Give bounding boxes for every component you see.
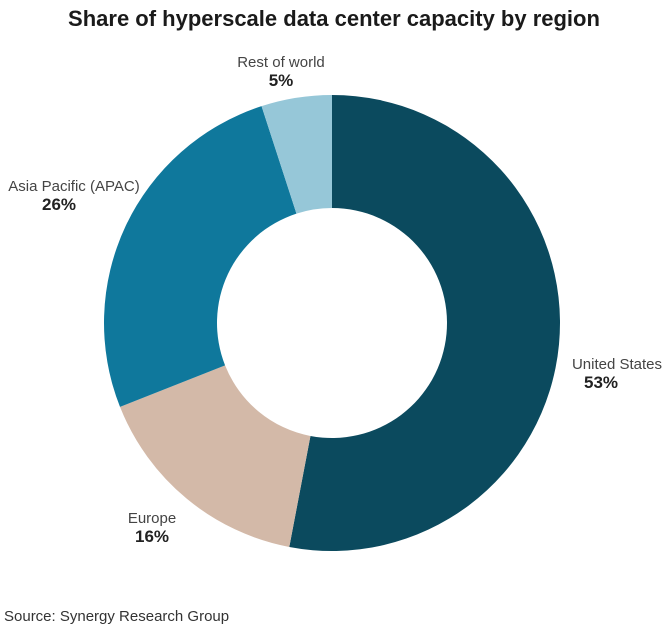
chart-title: Share of hyperscale data center capacity… (68, 6, 600, 31)
source-note: Source: Synergy Research Group (4, 608, 230, 625)
label-asia-pacific-value: 26% (42, 195, 77, 214)
label-rest-of-world-name: Rest of world (237, 54, 325, 71)
label-united-states-name: United States (571, 356, 662, 373)
label-rest-of-world-value: 5% (268, 71, 294, 90)
label-asia-pacific: Asia Pacific (APAC) 26% (4, 178, 144, 214)
label-rest-of-world: Rest of world 5% (226, 54, 336, 90)
label-united-states-value: 53% (583, 373, 619, 392)
label-europe-value: 16% (134, 527, 170, 546)
slice-europe (120, 365, 311, 547)
label-europe: Europe 16% (112, 510, 192, 546)
label-united-states: United States 53% (540, 356, 662, 392)
label-asia-pacific-name: Asia Pacific (APAC) (8, 178, 140, 195)
slice-rest-of-world (261, 95, 332, 214)
slice-asia-pacific-apac (103, 106, 297, 407)
label-europe-name: Europe (127, 510, 177, 527)
slice-united-states (289, 95, 560, 551)
